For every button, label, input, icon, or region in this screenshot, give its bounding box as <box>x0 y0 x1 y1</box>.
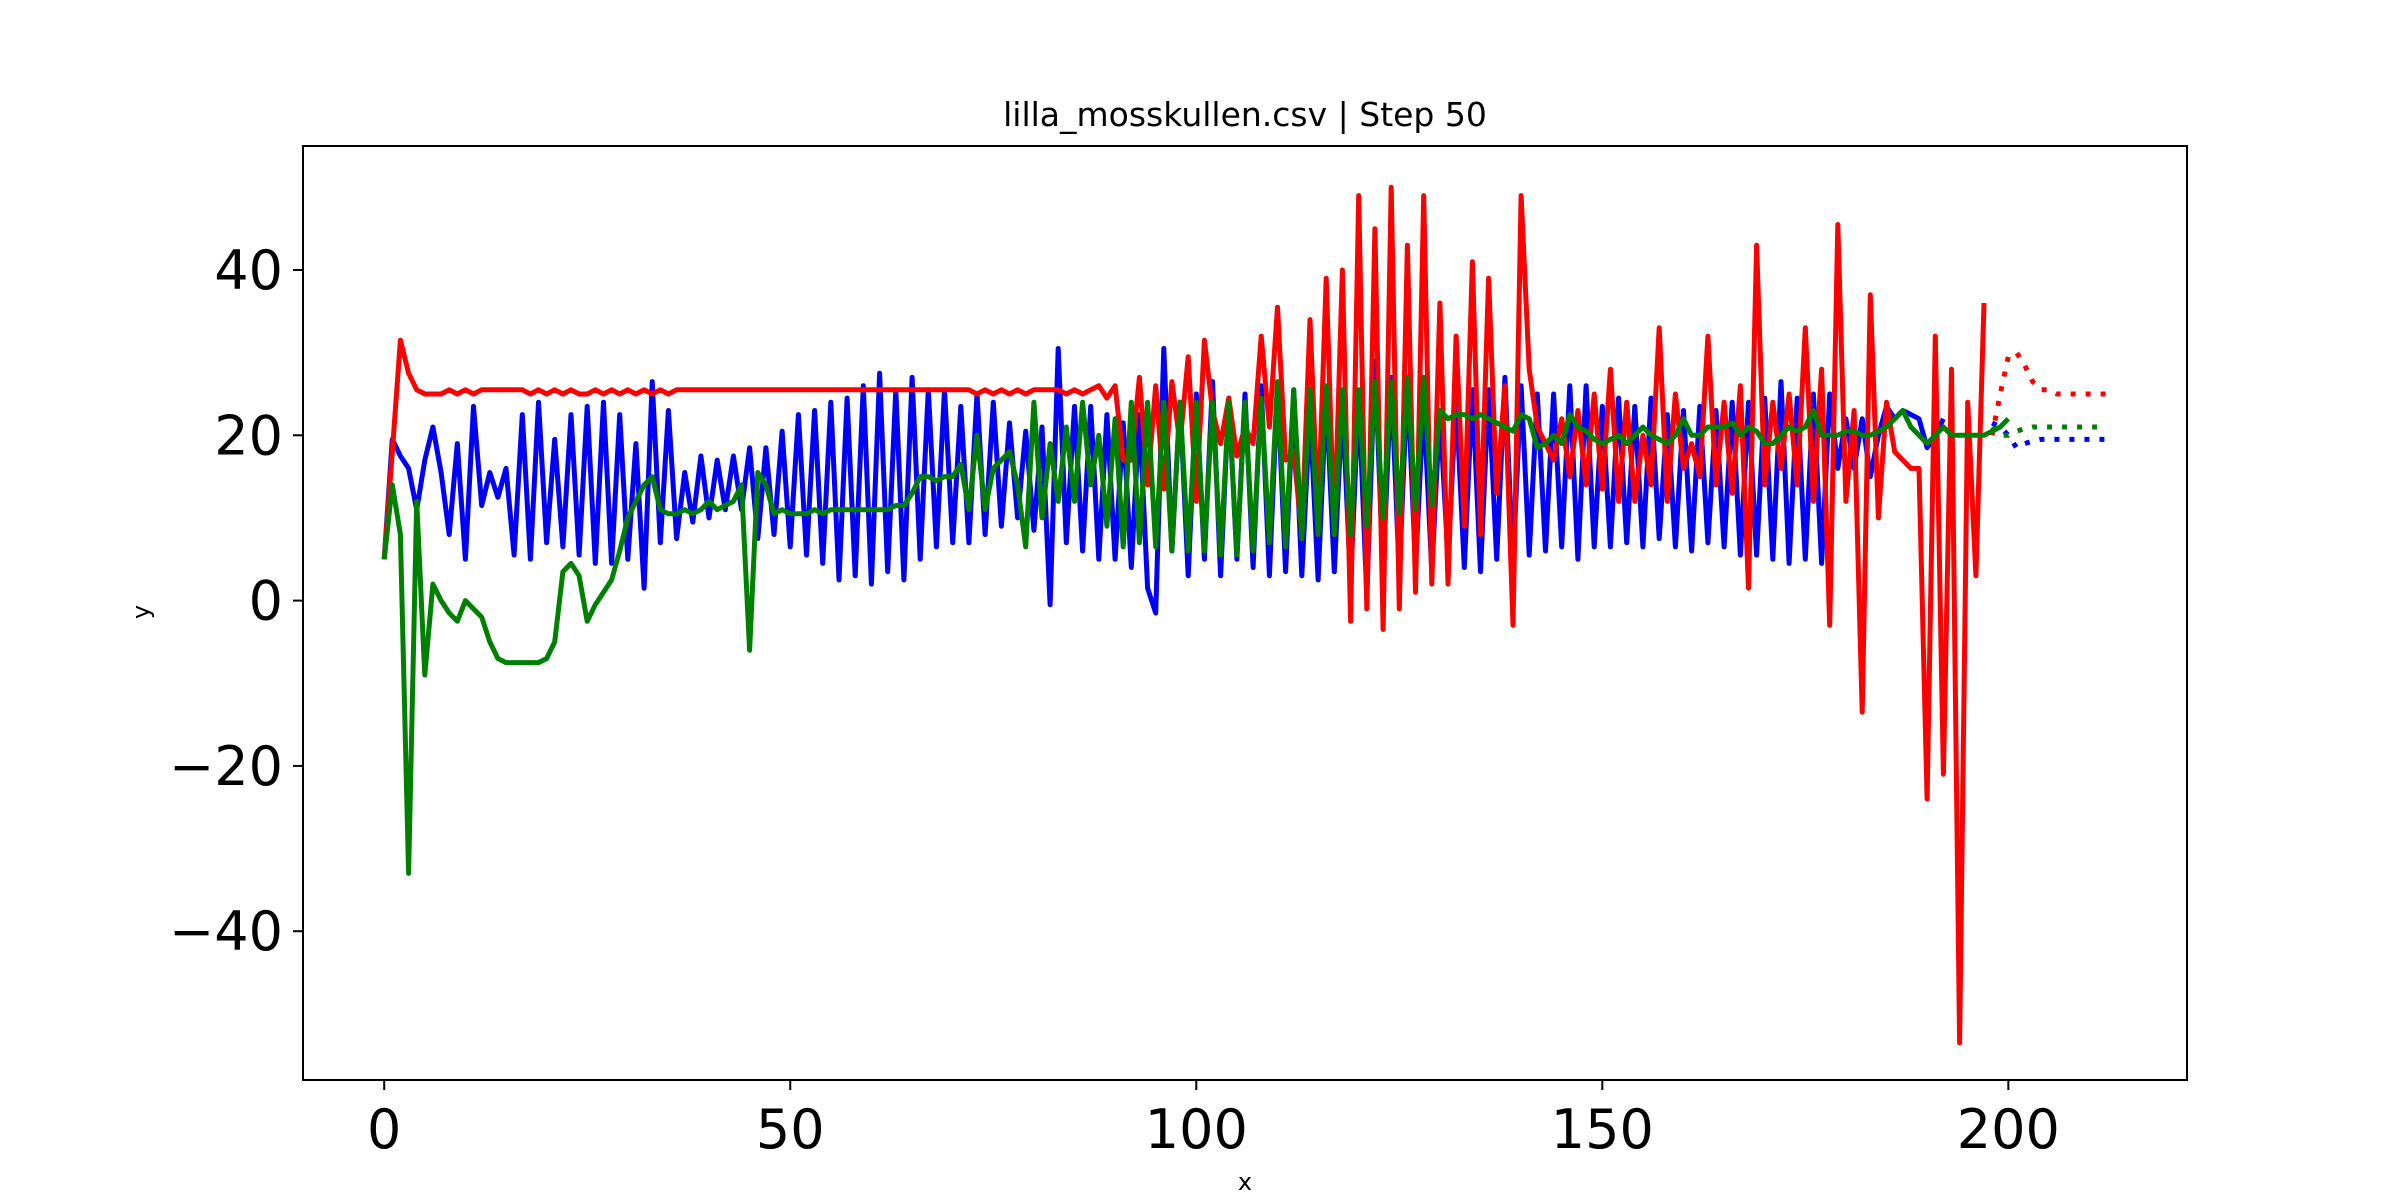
forecast-line-red <box>1989 349 2106 436</box>
forecast-line-blue <box>1990 420 2106 451</box>
plot-frame <box>302 145 2188 1081</box>
y-axis: −40 −20 0 20 40 <box>169 239 303 963</box>
x-tick-label: 50 <box>756 1098 825 1161</box>
series-line-red <box>381 184 1987 1046</box>
y-tick-label: 20 <box>214 404 283 467</box>
x-axis-label: x <box>1238 1168 1252 1196</box>
y-tick-label: −20 <box>169 735 283 798</box>
x-tick-label: 150 <box>1551 1098 1654 1161</box>
x-tick-label: 100 <box>1145 1098 1248 1161</box>
y-axis-label: y <box>127 605 155 619</box>
chart-title: lilla_mosskullen.csv | Step 50 <box>1003 95 1487 134</box>
y-tick-label: 40 <box>214 239 283 302</box>
series-line-blue <box>381 346 1946 616</box>
x-tick-label: 0 <box>367 1098 401 1161</box>
x-tick-label: 200 <box>1957 1098 2060 1161</box>
x-axis: 0 50 100 150 200 <box>367 1080 2060 1161</box>
series-layer <box>381 184 2106 1046</box>
series-line-green <box>381 374 2011 876</box>
forecast-line-green <box>1990 424 2106 438</box>
y-tick-label: −40 <box>169 900 283 963</box>
y-tick-label: 0 <box>249 570 283 633</box>
